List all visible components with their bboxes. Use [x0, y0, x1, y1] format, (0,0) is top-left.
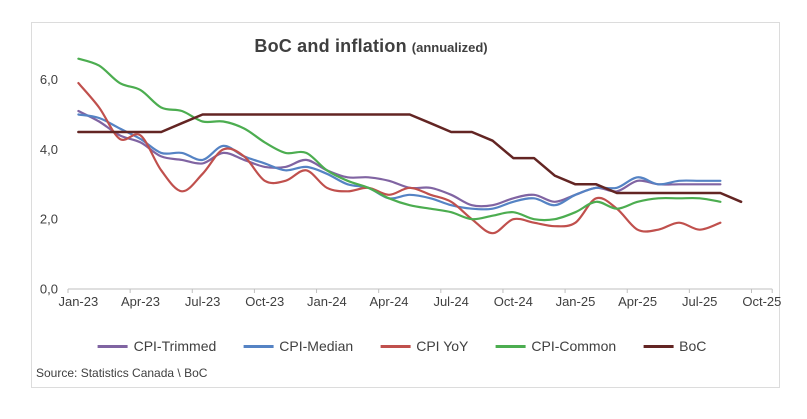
- legend-swatch-cpi-trimmed: [97, 344, 128, 348]
- chart-title-text: BoC and inflation: [254, 36, 407, 56]
- legend-label: CPI-Trimmed: [133, 338, 217, 354]
- legend-label: CPI-Common: [531, 338, 617, 354]
- x-tick-label: Oct-23: [245, 294, 284, 309]
- y-tick-label: 0,0: [40, 282, 58, 297]
- series-line-cpi-yoy: [77, 82, 722, 235]
- legend-label: BoC: [679, 338, 707, 354]
- legend-item-boc: BoC: [643, 338, 706, 354]
- chart-title-suffix: (annualized): [411, 40, 488, 55]
- legend-label: CPI YoY: [416, 338, 469, 354]
- x-tick-label: Oct-25: [742, 294, 781, 309]
- x-tick-label: Jan-24: [307, 294, 347, 309]
- legend-swatch-cpi-common: [495, 344, 526, 348]
- legend-swatch-boc: [643, 344, 674, 348]
- x-tick-label: Jan-23: [58, 294, 98, 309]
- legend-swatch-cpi-median: [243, 344, 274, 348]
- x-tick-label: Jul-25: [682, 294, 717, 309]
- legend-item-cpi-yoy: CPI YoY: [380, 338, 468, 354]
- legend-label: CPI-Median: [279, 338, 354, 354]
- legend-item-cpi-median: CPI-Median: [243, 338, 353, 354]
- legend-item-cpi-trimmed: CPI-Trimmed: [97, 338, 217, 354]
- x-tick-label: Jul-23: [185, 294, 220, 309]
- chart-legend: CPI-Trimmed CPI-Median CPI YoY CPI-Common Bo…: [97, 338, 706, 354]
- source-note: Source: Statistics Canada \ BoC: [36, 366, 208, 380]
- series-line-cpi-median: [77, 113, 722, 211]
- series-line-boc: [77, 113, 743, 204]
- x-tick-label: Oct-24: [494, 294, 533, 309]
- x-tick-label: Jan-25: [556, 294, 596, 309]
- x-tick-label: Apr-24: [370, 294, 409, 309]
- y-tick-label: 4,0: [40, 142, 58, 157]
- x-tick-label: Apr-23: [121, 294, 160, 309]
- chart-title: BoC and inflation (annualized): [254, 36, 487, 57]
- y-tick-label: 6,0: [40, 72, 58, 87]
- legend-swatch-cpi-yoy: [380, 344, 411, 348]
- legend-item-cpi-common: CPI-Common: [495, 338, 616, 354]
- y-tick-label: 2,0: [40, 212, 58, 227]
- x-tick-label: Jul-24: [433, 294, 468, 309]
- x-tick-label: Apr-25: [618, 294, 657, 309]
- series-line-cpi-common: [77, 57, 722, 222]
